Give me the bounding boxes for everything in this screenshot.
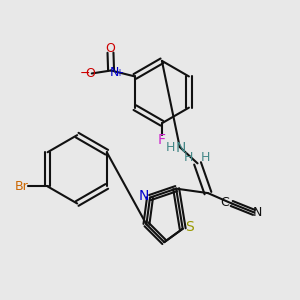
Text: N: N <box>253 206 262 219</box>
Text: +: + <box>116 68 123 78</box>
Text: H: H <box>166 141 176 154</box>
Text: H: H <box>184 151 193 164</box>
Text: O: O <box>106 42 116 55</box>
Text: C: C <box>220 196 229 209</box>
Text: Br: Br <box>15 180 28 193</box>
Text: O: O <box>85 67 95 80</box>
Text: H: H <box>200 151 210 164</box>
Text: N: N <box>110 66 119 80</box>
Text: S: S <box>185 220 194 234</box>
Text: −: − <box>80 67 91 80</box>
Text: F: F <box>158 134 166 148</box>
Text: N: N <box>139 189 149 203</box>
Text: N: N <box>176 141 186 155</box>
